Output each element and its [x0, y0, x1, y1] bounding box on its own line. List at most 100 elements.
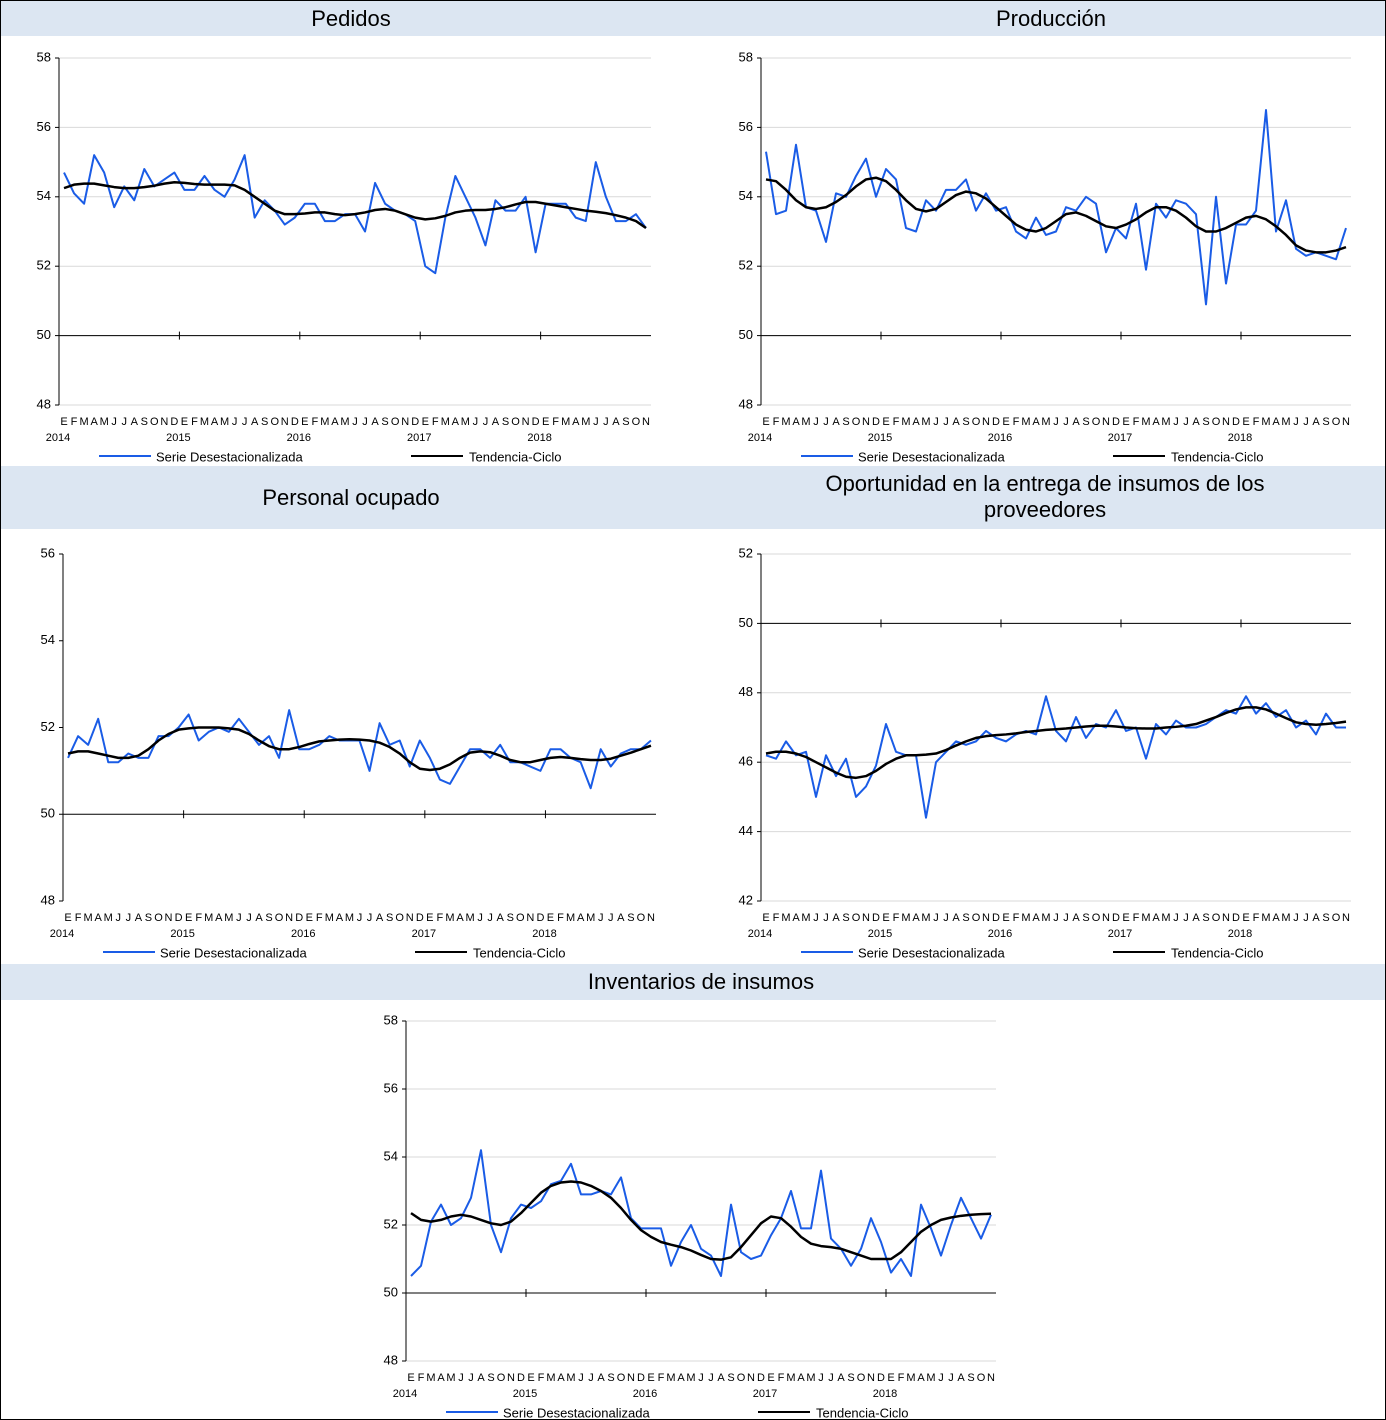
x-tick-label: N	[627, 1372, 635, 1384]
x-tick-label: M	[100, 416, 109, 428]
x-tick-label: M	[84, 912, 93, 924]
x-tick-label: F	[1133, 416, 1140, 428]
x-tick-label: J	[468, 1372, 474, 1384]
x-tick-label: M	[566, 912, 575, 924]
x-tick-label: A	[912, 416, 920, 428]
x-tick-label: A	[251, 416, 259, 428]
x-tick-label: J	[1063, 912, 1069, 924]
series-line	[765, 176, 1347, 254]
y-tick-label: 56	[41, 545, 55, 560]
y-tick-label: 52	[41, 719, 55, 734]
x-tick-label: O	[391, 416, 400, 428]
x-tick-label: N	[401, 416, 409, 428]
x-tick-label: J	[1293, 416, 1299, 428]
x-tick-label: S	[607, 1372, 614, 1384]
y-tick-label: 48	[37, 396, 51, 411]
x-tick-label: M	[906, 1372, 915, 1384]
x-tick-label: J	[828, 1372, 834, 1384]
x-tick-label: F	[658, 1372, 665, 1384]
x-tick-label: J	[126, 912, 132, 924]
year-label: 2017	[412, 928, 436, 940]
x-tick-label: J	[473, 416, 479, 428]
x-tick-label: M	[1041, 912, 1050, 924]
title-band	[1, 466, 1385, 529]
x-tick-label: E	[1122, 912, 1129, 924]
x-tick-label: S	[386, 912, 393, 924]
x-tick-label: F	[418, 1372, 425, 1384]
x-tick-label: S	[1082, 416, 1089, 428]
chart-title: Pedidos	[311, 6, 391, 31]
x-tick-label: J	[362, 416, 368, 428]
x-tick-label: M	[566, 1372, 575, 1384]
x-tick-label: F	[773, 416, 780, 428]
title-band	[1, 964, 1385, 1000]
title-band	[1, 1, 1385, 36]
x-tick-label: A	[255, 912, 263, 924]
x-tick-label: J	[593, 416, 599, 428]
x-tick-label: O	[270, 416, 279, 428]
x-tick-label: S	[381, 416, 388, 428]
x-tick-label: N	[285, 912, 293, 924]
x-tick-label: J	[487, 912, 493, 924]
x-tick-label: M	[1141, 912, 1150, 924]
x-tick-label: S	[502, 416, 509, 428]
x-tick-label: E	[647, 1372, 654, 1384]
x-tick-label: E	[762, 912, 769, 924]
x-tick-label: F	[1013, 912, 1020, 924]
x-tick-label: J	[1173, 416, 1179, 428]
year-label: 2017	[1108, 432, 1132, 444]
y-tick-label: 58	[739, 49, 753, 64]
y-tick-label: 54	[41, 632, 55, 647]
year-label: 2015	[868, 928, 892, 940]
x-tick-label: A	[497, 912, 505, 924]
year-label: 2017	[407, 432, 431, 444]
series-line	[67, 726, 652, 772]
y-tick-label: 58	[384, 1012, 398, 1027]
x-tick-label: A	[557, 1372, 565, 1384]
x-tick-label: E	[887, 1372, 894, 1384]
x-tick-label: M	[445, 912, 454, 924]
x-tick-label: S	[1202, 912, 1209, 924]
x-tick-label: O	[737, 1372, 746, 1384]
x-tick-label: D	[637, 1372, 645, 1384]
x-tick-label: S	[487, 1372, 494, 1384]
x-tick-label: F	[432, 416, 439, 428]
x-tick-label: M	[1141, 416, 1150, 428]
x-tick-label: E	[60, 416, 67, 428]
x-tick-label: M	[586, 912, 595, 924]
legend-label: Tendencia-Ciclo	[1171, 945, 1264, 960]
x-tick-label: J	[943, 912, 949, 924]
x-tick-label: M	[79, 416, 88, 428]
x-tick-label: N	[862, 416, 870, 428]
x-tick-label: F	[437, 912, 444, 924]
x-tick-label: S	[145, 912, 152, 924]
x-tick-label: D	[992, 912, 1000, 924]
x-tick-label: A	[792, 912, 800, 924]
y-tick-label: 48	[739, 396, 753, 411]
x-tick-label: J	[1063, 416, 1069, 428]
x-tick-label: A	[912, 912, 920, 924]
x-tick-label: N	[281, 416, 289, 428]
x-tick-label: S	[962, 416, 969, 428]
x-tick-label: D	[536, 912, 544, 924]
x-tick-label: M	[325, 912, 334, 924]
x-tick-label: N	[1102, 912, 1110, 924]
x-tick-label: D	[1112, 912, 1120, 924]
year-label: 2015	[868, 432, 892, 444]
x-tick-label: M	[461, 416, 470, 428]
y-tick-label: 56	[739, 119, 753, 134]
year-label: 2016	[633, 1388, 657, 1400]
x-tick-label: A	[952, 416, 960, 428]
y-tick-label: 46	[739, 754, 753, 769]
x-tick-label: F	[195, 912, 202, 924]
x-tick-label: E	[422, 416, 429, 428]
x-tick-label: M	[1161, 416, 1170, 428]
x-tick-label: A	[456, 912, 464, 924]
x-tick-label: E	[426, 912, 433, 924]
x-tick-label: M	[801, 912, 810, 924]
x-tick-label: S	[622, 416, 629, 428]
x-tick-label: N	[642, 416, 650, 428]
x-tick-label: J	[121, 416, 127, 428]
x-tick-label: O	[972, 912, 981, 924]
x-tick-label: E	[547, 912, 554, 924]
